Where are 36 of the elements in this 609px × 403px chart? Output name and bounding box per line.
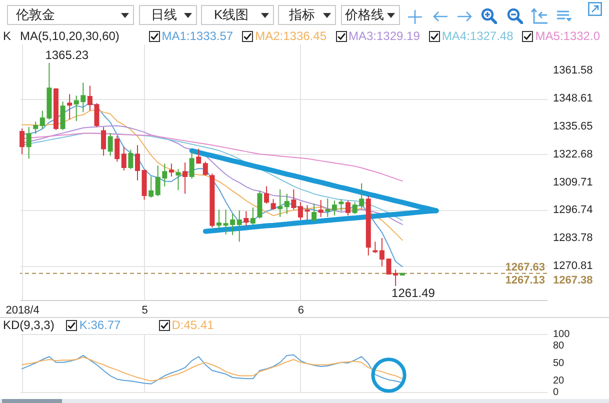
y-tick-label: 1335.65	[553, 120, 593, 132]
y-tick-label: 1361.58	[553, 64, 593, 77]
y-tick-label: 80	[553, 340, 565, 352]
y-tick-label: 1283.78	[553, 232, 593, 244]
legend-title: MA(5,10,20,30,60)	[20, 29, 120, 43]
text: MA5:1332.0	[535, 29, 600, 43]
legend-title: KD(9,3,3)	[3, 318, 54, 332]
y-tick-label: 1270.81	[553, 260, 593, 272]
dropdown: 指标	[278, 5, 336, 25]
text: MA4:1327.48	[442, 29, 514, 43]
text: D:45.41	[172, 318, 214, 332]
series-label: K:36.77	[79, 318, 121, 332]
dropdown: K线图	[201, 5, 274, 25]
y-tick-label: 1322.68	[553, 148, 593, 160]
x-tick-label: 6	[298, 304, 304, 316]
annotation: 1261.49	[392, 286, 436, 300]
ref-line-label: 1267.38	[553, 274, 593, 286]
dropdown: 日线	[139, 5, 197, 25]
annotation: 1365.23	[45, 48, 89, 62]
y-tick-label: 50	[553, 358, 565, 369]
text: MA3:1329.19	[348, 29, 420, 43]
text: MA1:1333.57	[162, 29, 234, 43]
dropdown: 价格线	[341, 5, 400, 25]
x-tick-label: 2018/4	[6, 304, 40, 316]
annotation: 1267.13	[505, 274, 545, 286]
text: MA2:1336.45	[255, 29, 326, 43]
x-tick-label: 5	[142, 304, 148, 316]
y-tick-label: 1348.61	[553, 92, 593, 105]
dropdown: 伦敦金	[7, 5, 134, 25]
y-tick-label: 1296.74	[553, 204, 593, 216]
annotation: 1267.63	[505, 261, 545, 274]
y-tick-label: 1309.71	[553, 176, 593, 188]
y-tick-label: 100	[553, 329, 570, 340]
chart-title: K	[3, 29, 12, 43]
y-tick-label: 20	[553, 375, 565, 386]
y-tick-label: 0	[553, 387, 559, 398]
